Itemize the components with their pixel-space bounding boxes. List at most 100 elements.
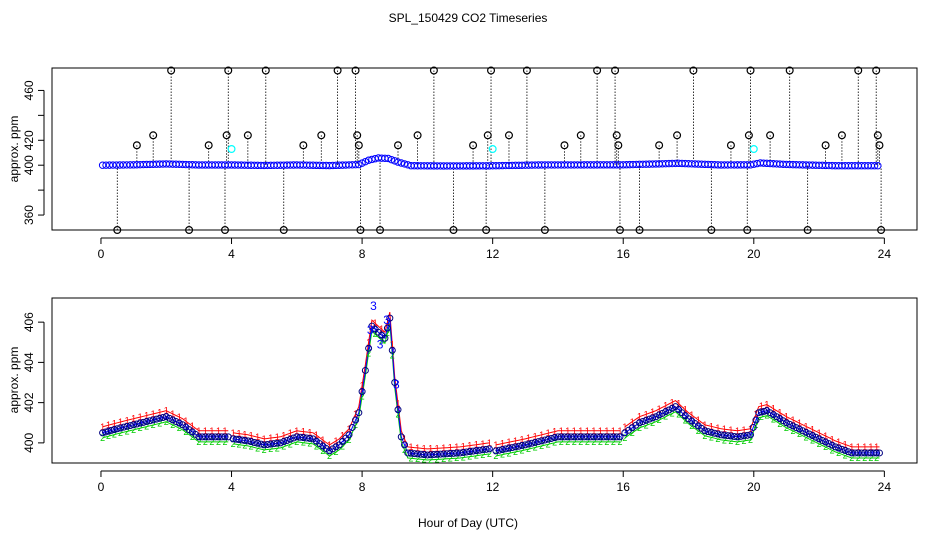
- series-marker-0: [126, 422, 134, 430]
- series-marker-2: 2: [262, 445, 267, 455]
- series-marker-0: [828, 441, 836, 449]
- series-marker-0: [805, 430, 813, 438]
- flag-point: [299, 141, 308, 150]
- series-marker-0: [407, 449, 415, 457]
- series-marker-1: 1: [409, 442, 414, 452]
- flag-point: [429, 66, 438, 75]
- flag-point: [837, 131, 846, 140]
- series-marker-0: [270, 440, 278, 448]
- series-marker-2: 2: [314, 441, 319, 451]
- flag-point: [261, 66, 270, 75]
- series-marker-0: [198, 433, 206, 441]
- series-marker-1: 1: [552, 427, 557, 437]
- series-marker-0: [273, 439, 281, 447]
- series-marker-0: [433, 450, 441, 458]
- series-marker-0: [244, 437, 252, 445]
- series-marker-0: [466, 448, 474, 456]
- series-marker-1: 1: [366, 337, 371, 347]
- series-marker-2: 2: [409, 453, 414, 463]
- series-marker-2: 2: [281, 442, 286, 452]
- series-line-3: [102, 416, 229, 438]
- series-line-2: [495, 441, 620, 457]
- chart-title: SPL_150429 CO2 Timeseries: [389, 11, 548, 25]
- series-marker-0: [815, 435, 823, 443]
- series-marker-0: [636, 419, 644, 427]
- series-marker-2: 2: [164, 417, 169, 427]
- series-marker-1: 1: [216, 426, 221, 436]
- series-marker-2: 2: [190, 432, 195, 442]
- series-marker-2: 2: [689, 421, 694, 431]
- series-marker-2: 2: [275, 443, 280, 453]
- series-marker-1: 1: [650, 407, 655, 417]
- series-marker-0: [658, 409, 666, 417]
- flag-point: [785, 66, 794, 75]
- series-marker-2: 2: [157, 418, 162, 428]
- series-marker-0: [414, 450, 422, 458]
- series-marker-1: 1: [790, 415, 795, 425]
- series-marker-1: 1: [353, 409, 358, 419]
- series-marker-2: 2: [572, 437, 577, 447]
- series-line-1: [233, 311, 490, 450]
- series-marker-2: 2: [435, 454, 440, 464]
- series-marker-0: [606, 433, 614, 441]
- series-marker-2: 2: [836, 448, 841, 458]
- baseline-point: [384, 154, 392, 163]
- series-marker-2: 2: [559, 437, 564, 447]
- series-marker-0: [267, 440, 275, 448]
- series-marker-2: 2: [759, 412, 764, 422]
- series-marker-3: 3: [810, 431, 815, 441]
- series-marker-2: 2: [268, 444, 273, 454]
- flag-point: [655, 141, 664, 150]
- series-marker-1: 1: [565, 426, 570, 436]
- flag-point: [873, 131, 882, 140]
- peak-label: 3: [383, 313, 390, 327]
- series-marker-0: [512, 443, 520, 451]
- series-marker-2: 2: [353, 420, 358, 430]
- series-marker-0: [502, 445, 510, 453]
- flag-point: [872, 66, 881, 75]
- series-marker-1: 1: [578, 426, 583, 436]
- flag-point: [504, 131, 513, 140]
- series-marker-1: 1: [209, 426, 214, 436]
- series-marker-3: 3: [683, 411, 688, 421]
- series-marker-0: [283, 436, 291, 444]
- series-marker-2: 2: [830, 445, 835, 455]
- series-marker-1: 1: [196, 426, 201, 436]
- flag-point: [522, 66, 531, 75]
- series-marker-2: 2: [546, 439, 551, 449]
- flag-point: [221, 226, 230, 235]
- series-marker-2: 2: [741, 436, 746, 446]
- series-marker-0: [133, 420, 141, 428]
- series-marker-0: [358, 388, 366, 396]
- flag-point: [167, 66, 176, 75]
- series-marker-0: [521, 441, 529, 449]
- series-marker-1: 1: [506, 437, 511, 447]
- series-marker-0: [835, 444, 843, 452]
- series-marker-0: [169, 416, 177, 424]
- series-marker-0: [211, 433, 219, 441]
- series-marker-0: [603, 433, 611, 441]
- series-marker-2: 2: [810, 436, 815, 446]
- series-marker-0: [388, 346, 396, 354]
- series-marker-1: 1: [771, 404, 776, 414]
- series-marker-0: [247, 438, 255, 446]
- series-marker-0: [873, 449, 881, 457]
- series-marker-3: 3: [753, 415, 758, 425]
- series-marker-1: 1: [255, 432, 260, 442]
- x-tick-label: 16: [617, 247, 631, 261]
- series-marker-1: 1: [617, 426, 622, 436]
- flag-point: [803, 226, 812, 235]
- series-marker-0: [795, 425, 803, 433]
- x-tick-label: 24: [878, 480, 892, 494]
- series-marker-0: [786, 420, 794, 428]
- series-marker-2: 2: [696, 426, 701, 436]
- series-marker-3: 3: [379, 330, 384, 340]
- series-marker-1: 1: [237, 429, 242, 439]
- series-marker-3: 3: [402, 440, 407, 450]
- baseline-point: [394, 158, 402, 166]
- baseline-point: [387, 155, 396, 164]
- series-marker-1: 1: [242, 429, 247, 439]
- series-marker-3: 3: [804, 427, 809, 437]
- series-marker-0: [838, 445, 846, 453]
